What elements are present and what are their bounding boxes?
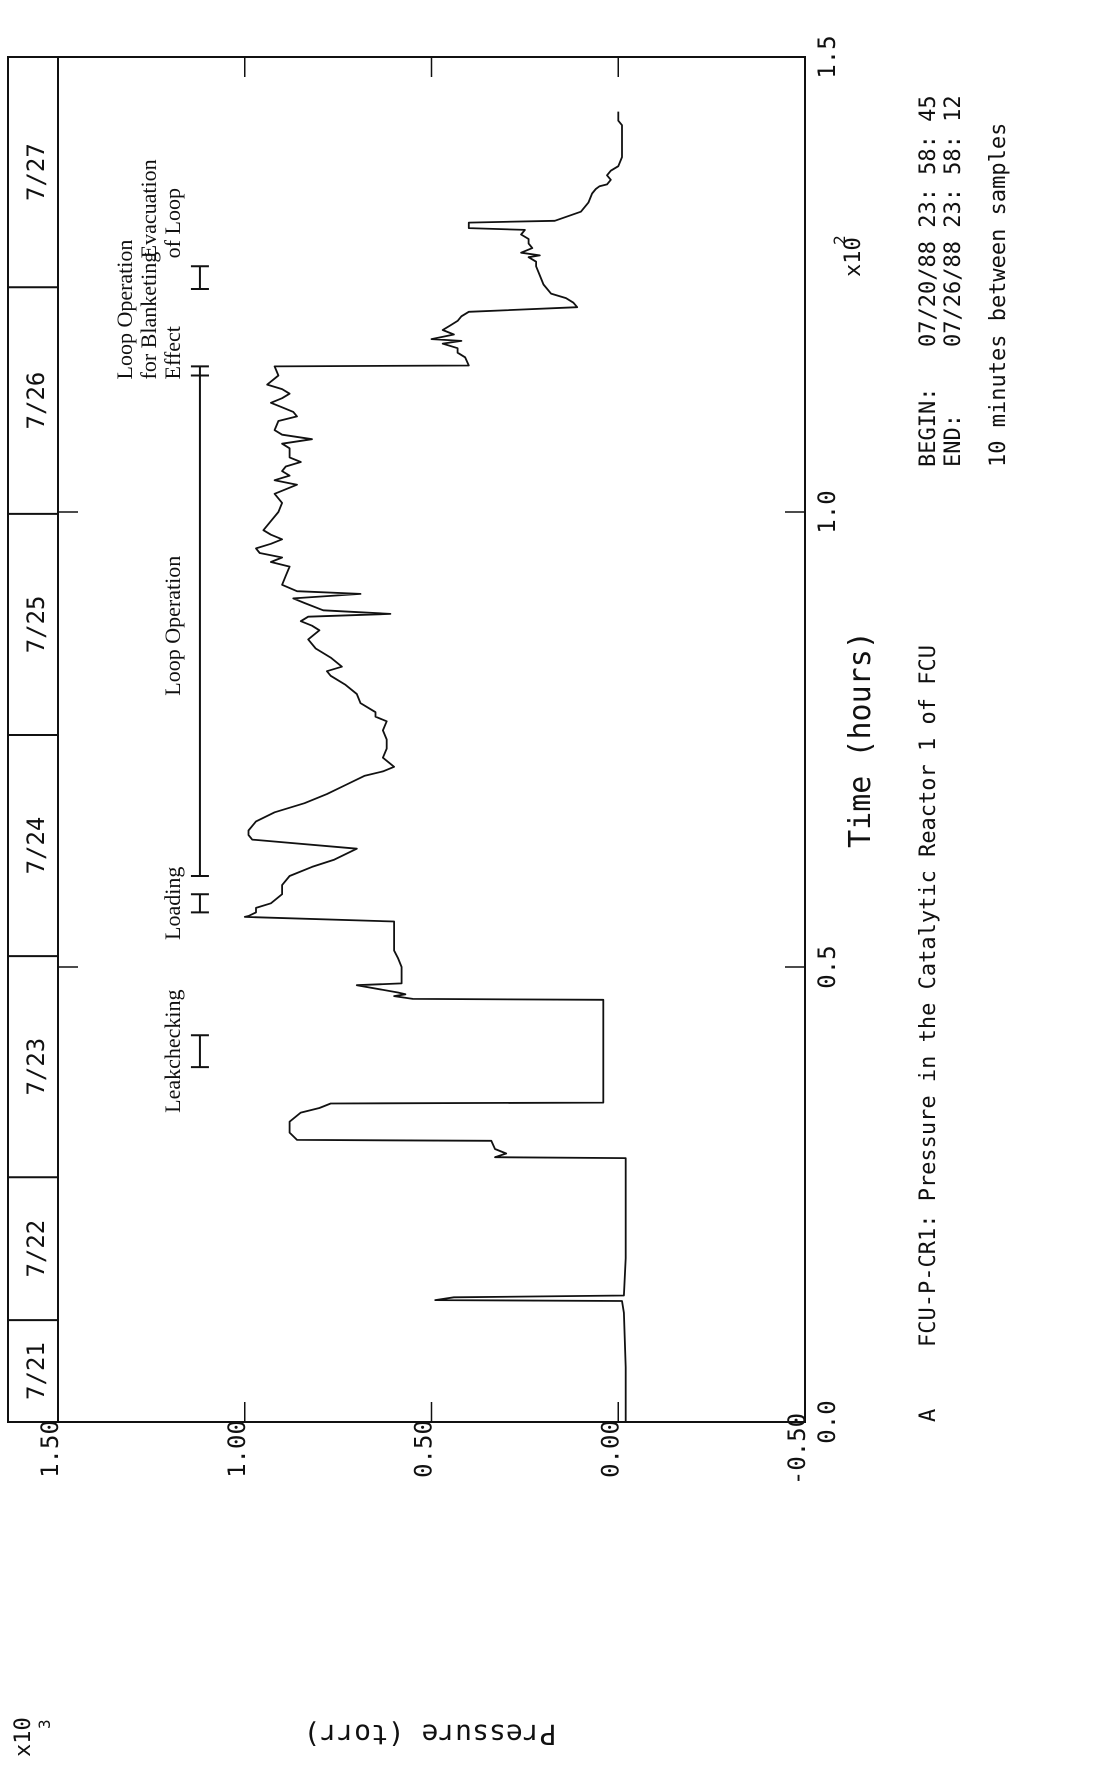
- annotation-label: of Loop: [160, 188, 185, 258]
- date-band: 7/21 7/22 7/23 7/24 7/25 7/26 7/27: [8, 143, 58, 1400]
- y-tick-label: 0.00: [596, 1420, 624, 1478]
- begin-value: 07/20/88 23: 58: 45: [916, 95, 941, 347]
- annotation-label: Evacuation: [136, 159, 161, 258]
- y-axis-label: Pressure (torr): [304, 1718, 557, 1751]
- date-label: 7/25: [22, 595, 50, 653]
- y-axis-multiplier-exponent: 3: [35, 1719, 54, 1729]
- y-tick-label: 1.50: [36, 1420, 64, 1478]
- y-tick-label: -0.50: [783, 1413, 811, 1485]
- x-axis-multiplier-exponent: 2: [830, 235, 849, 245]
- x-axis-ticks: 0.0 0.5 1.0 1.5: [58, 35, 841, 1444]
- date-label: 7/26: [22, 372, 50, 430]
- begin-label: BEGIN:: [916, 388, 941, 467]
- event-annotations: Leakchecking Loading Loop Operation Loop Op…: [112, 159, 209, 1113]
- x-tick-label: 1.0: [813, 490, 841, 533]
- x-axis-label: Time (hours): [843, 631, 878, 848]
- date-label: 7/21: [22, 1342, 50, 1400]
- sampling-note: 10 minutes between samples: [986, 123, 1011, 467]
- x-tick-label: 0.0: [813, 1400, 841, 1443]
- annotation-label: Leakchecking: [160, 989, 185, 1112]
- panel-label: A: [916, 1409, 941, 1422]
- end-label: END:: [941, 414, 966, 467]
- date-label: 7/22: [22, 1220, 50, 1278]
- y-axis-ticks: [57, 57, 806, 1422]
- annotation-label: Loop Operation: [112, 240, 137, 380]
- annotation-label: Loading: [160, 867, 185, 940]
- y-axis-multiplier: x10: [11, 1717, 36, 1757]
- annotation-label: for Blanketing: [136, 252, 161, 380]
- date-label: 7/23: [22, 1038, 50, 1096]
- chart-title: FCU-P-CR1: Pressure in the Catalytic Rea…: [916, 645, 941, 1347]
- x-tick-label: 1.5: [813, 35, 841, 78]
- plot-frame: [7, 56, 806, 1423]
- y-tick-label: 0.50: [410, 1420, 438, 1478]
- date-label: 7/27: [22, 143, 50, 201]
- pressure-series-line: [243, 111, 627, 1422]
- date-label: 7/24: [22, 817, 50, 875]
- annotation-label: Loop Operation: [160, 556, 185, 696]
- y-tick-label: 1.00: [223, 1420, 251, 1478]
- end-value: 07/26/88 23: 58: 12: [941, 95, 966, 347]
- x-axis-multiplier: x10: [841, 237, 866, 277]
- annotation-label: Effect: [160, 326, 185, 379]
- x-tick-label: 0.5: [813, 945, 841, 988]
